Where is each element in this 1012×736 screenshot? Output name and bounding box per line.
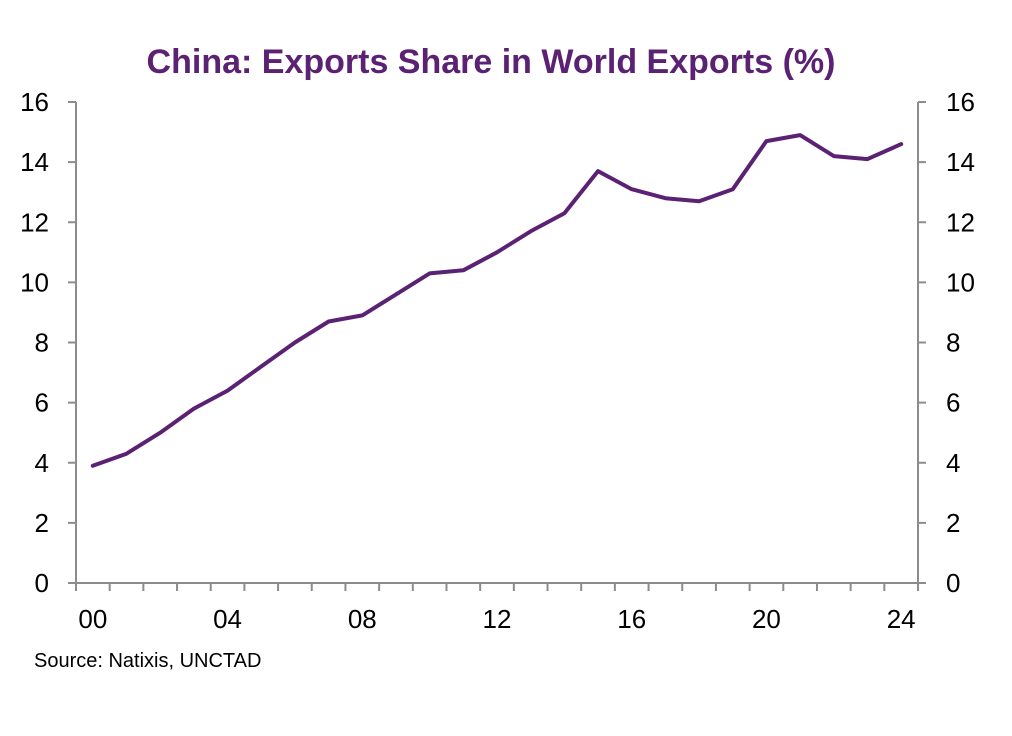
y-tick-label-left: 8 (35, 328, 49, 358)
y-tick-label-left: 4 (35, 448, 49, 478)
chart-title: China: Exports Share in World Exports (%… (147, 43, 836, 81)
y-tick-label-right: 14 (946, 147, 975, 177)
y-tick-label-left: 2 (35, 508, 49, 538)
x-tick-label: 16 (617, 604, 646, 634)
x-tick-label: 20 (752, 604, 781, 634)
y-tick-label-right: 16 (946, 87, 975, 117)
x-tick-label: 00 (78, 604, 107, 634)
y-tick-label-right: 2 (946, 508, 960, 538)
y-tick-label-right: 10 (946, 267, 975, 297)
series-line-0 (90, 133, 904, 468)
y-tick-label-right: 12 (946, 207, 975, 237)
y-tick-label-left: 16 (20, 87, 49, 117)
x-tick-label: 12 (483, 604, 512, 634)
y-tick-label-left: 0 (35, 568, 49, 598)
y-tick-label-right: 4 (946, 448, 960, 478)
y-tick-label-right: 8 (946, 328, 960, 358)
y-tick-label-right: 6 (946, 388, 960, 418)
plot-area (90, 133, 904, 468)
x-tick-label: 04 (213, 604, 242, 634)
y-tick-label-left: 14 (20, 147, 49, 177)
source-note: Source: Natixis, UNCTAD (34, 650, 261, 672)
y-tick-label-left: 6 (35, 388, 49, 418)
x-tick-label: 24 (887, 604, 916, 634)
y-tick-label-right: 0 (946, 568, 960, 598)
x-tick-label: 08 (348, 604, 377, 634)
y-tick-label-left: 12 (20, 207, 49, 237)
y-tick-label-left: 10 (20, 267, 49, 297)
